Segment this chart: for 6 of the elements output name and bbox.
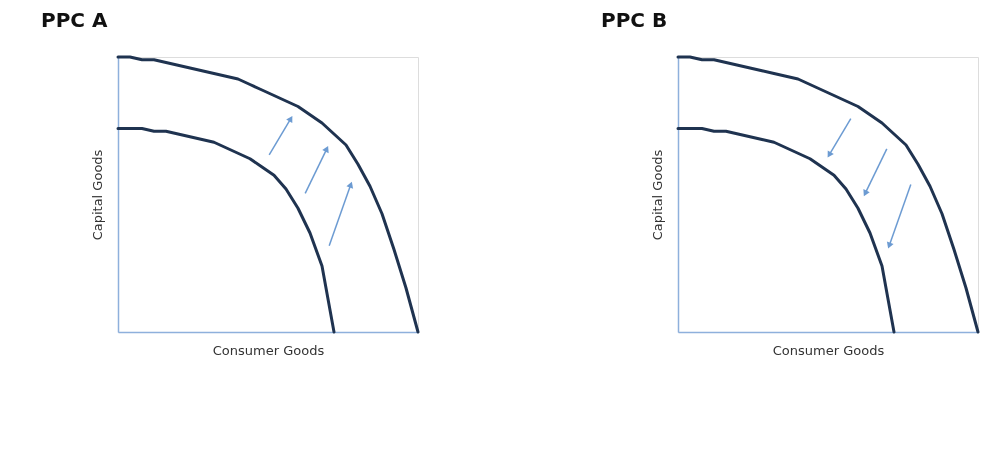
chart-title: PPC A [41, 7, 108, 32]
x-axis-title: Consumer Goods [212, 342, 325, 358]
y-axis-title: Capital Goods [89, 149, 105, 241]
x-axis-title: Consumer Goods [772, 342, 885, 358]
chart-title: PPC B [601, 7, 668, 32]
y-axis-title: Capital Goods [649, 149, 665, 241]
